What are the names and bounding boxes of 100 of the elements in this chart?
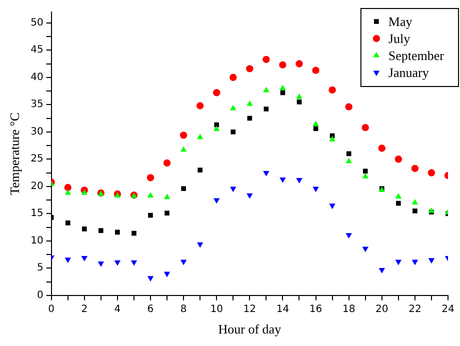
point xyxy=(395,260,402,266)
x-tick-label: 0 xyxy=(48,304,55,315)
point xyxy=(412,199,418,205)
point xyxy=(146,174,154,182)
point xyxy=(246,193,253,199)
y-tick-label: 0 xyxy=(36,290,44,301)
point xyxy=(230,186,236,192)
point xyxy=(428,207,435,213)
point xyxy=(378,268,386,274)
point xyxy=(280,84,286,90)
point xyxy=(196,102,204,110)
point xyxy=(378,144,386,152)
y-tick-label: 35 xyxy=(30,99,44,110)
point xyxy=(394,156,402,163)
y-tick-label: 30 xyxy=(30,126,44,138)
point xyxy=(395,193,402,199)
x-tick-label: 6 xyxy=(147,304,154,315)
legend-label: September xyxy=(388,48,445,63)
point xyxy=(412,260,418,266)
point xyxy=(180,132,188,139)
point xyxy=(82,226,87,232)
point xyxy=(246,65,254,72)
x-tick-label: 20 xyxy=(376,304,388,315)
y-tick-label: 40 xyxy=(30,72,44,83)
point xyxy=(428,169,436,176)
point xyxy=(147,276,154,282)
point xyxy=(263,170,270,176)
point xyxy=(279,61,286,68)
point xyxy=(163,159,171,167)
point xyxy=(81,256,88,262)
point xyxy=(115,230,120,235)
point xyxy=(262,56,270,64)
point xyxy=(312,120,319,126)
point xyxy=(396,200,401,206)
x-axis-title: Hour of day xyxy=(218,322,282,337)
point xyxy=(196,134,204,140)
point xyxy=(313,126,318,132)
point xyxy=(64,184,72,192)
point xyxy=(98,261,104,267)
point xyxy=(411,164,419,172)
point xyxy=(412,208,418,214)
point xyxy=(230,129,236,134)
legend-label: January xyxy=(388,64,430,80)
point xyxy=(198,168,202,172)
x-tick-label: 14 xyxy=(276,304,290,315)
y-tick-label: 20 xyxy=(30,180,44,192)
x-tick-label: 4 xyxy=(114,304,121,315)
point xyxy=(264,106,269,112)
point xyxy=(180,260,187,266)
point xyxy=(180,146,187,152)
point xyxy=(213,198,220,204)
y-tick-label: 25 xyxy=(30,154,44,165)
point xyxy=(230,74,237,81)
point xyxy=(132,230,136,236)
legend-label: May xyxy=(388,14,413,29)
point xyxy=(312,186,319,192)
point xyxy=(246,100,253,106)
point xyxy=(346,233,352,239)
point xyxy=(345,103,352,110)
point xyxy=(213,89,220,96)
x-tick-label: 8 xyxy=(180,304,187,315)
y-tick-label: 5 xyxy=(36,262,44,274)
y-tick-label: 45 xyxy=(30,44,44,56)
point xyxy=(296,60,303,68)
x-tick-label: 24 xyxy=(442,304,454,315)
point xyxy=(296,100,302,104)
point xyxy=(329,136,336,142)
y-tick-label: 10 xyxy=(30,235,44,246)
point xyxy=(164,194,170,200)
point xyxy=(329,204,336,210)
point xyxy=(130,260,138,266)
point xyxy=(230,104,236,110)
point xyxy=(214,122,220,128)
point xyxy=(148,212,153,218)
point xyxy=(280,178,286,183)
point xyxy=(81,189,88,195)
point xyxy=(263,86,270,92)
x-tick-label: 2 xyxy=(81,304,88,315)
x-tick-label: 18 xyxy=(342,304,356,315)
point xyxy=(362,172,368,178)
point xyxy=(296,178,302,184)
point xyxy=(362,124,369,132)
point xyxy=(64,258,71,264)
point xyxy=(296,93,302,99)
legend-label: July xyxy=(388,30,411,46)
point xyxy=(65,220,70,226)
point xyxy=(164,272,170,278)
point xyxy=(64,189,71,195)
point xyxy=(164,210,170,216)
point xyxy=(181,186,186,191)
y-tick-label: 15 xyxy=(30,208,44,220)
point xyxy=(196,242,204,248)
x-tick-label: 12 xyxy=(243,304,256,315)
point xyxy=(213,126,220,131)
point xyxy=(362,168,368,174)
point xyxy=(114,260,121,266)
x-tick-label: 16 xyxy=(309,304,322,315)
x-tick-label: 22 xyxy=(408,304,422,315)
point xyxy=(147,192,154,198)
x-tick-label: 10 xyxy=(210,304,223,315)
